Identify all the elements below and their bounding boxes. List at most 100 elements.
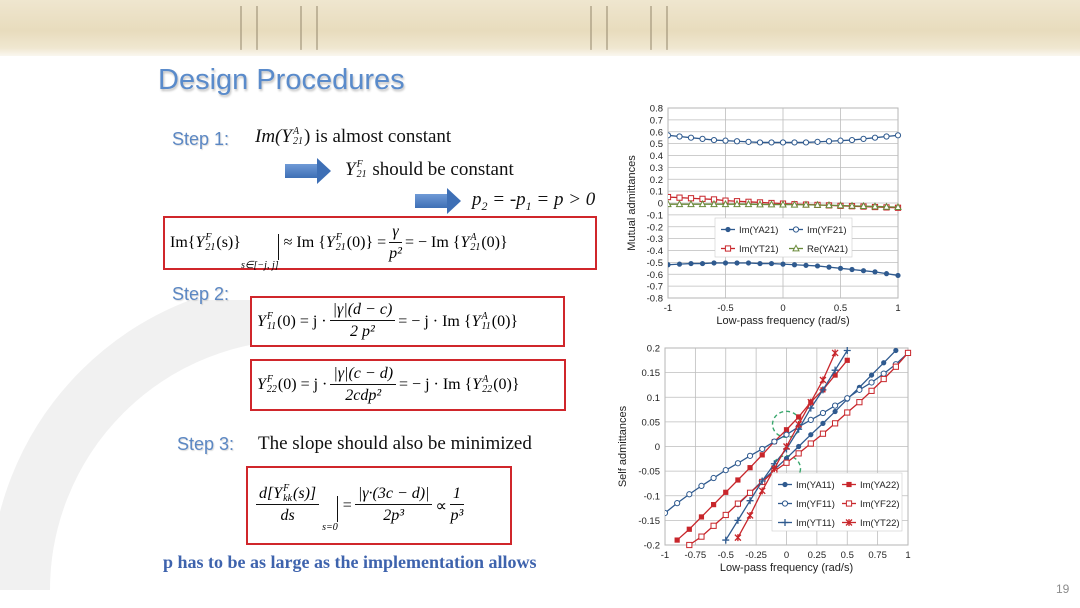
data-point: [783, 443, 790, 450]
numerator: γ: [389, 222, 402, 243]
x-tick-label: -1: [661, 550, 669, 561]
data-point: [746, 489, 754, 496]
fraction-part: p³: [450, 507, 464, 524]
equation-text: = -: [487, 189, 517, 210]
subscript: kk: [283, 493, 293, 504]
legend: Im(YA11) Im(YA22) Im(YF11) Im(YF22) Im(YT11)…: [771, 472, 903, 532]
data-point: [734, 260, 740, 266]
data-point: [771, 438, 778, 445]
data-point: [813, 200, 822, 208]
data-point: [758, 477, 766, 485]
legend-label: Im(YT11): [796, 518, 835, 529]
y-tick-label: -0.2: [647, 222, 663, 233]
data-point: [819, 386, 827, 394]
series-Im(YF21): [668, 132, 902, 146]
data-point: [880, 370, 887, 377]
legend-label: Im(YF21): [807, 225, 847, 236]
denominator: 2cdp²: [345, 385, 381, 407]
equation-text: (0)}: [481, 234, 508, 251]
y-tick-label: 0.1: [650, 187, 663, 198]
data-point: [881, 360, 887, 366]
data-point: [807, 440, 814, 447]
superscript: F: [205, 232, 212, 243]
subscript: 21: [292, 136, 303, 147]
sketch-decoration: [590, 6, 608, 50]
data-point: [807, 416, 814, 424]
data-point: [832, 372, 838, 378]
legend-marker: [782, 481, 788, 488]
data-point: [814, 263, 821, 269]
data-point: [871, 134, 879, 141]
data-point: [698, 514, 705, 520]
subscript: 21: [335, 242, 346, 253]
superscript: F: [266, 374, 274, 385]
data-point: [668, 132, 672, 139]
denominator: p³: [451, 505, 464, 527]
data-point: [734, 534, 742, 542]
data-point: [699, 260, 706, 267]
symbol-base: Y: [257, 376, 266, 393]
indices: A 21: [470, 233, 480, 253]
data-point: [832, 402, 839, 409]
data-point: [819, 409, 827, 417]
legend-marker: [792, 226, 800, 233]
data-point: [807, 398, 815, 406]
background-arc-decoration: [0, 300, 301, 591]
conclusion-text: p has to be as large as the implementati…: [163, 552, 537, 572]
data-point: [722, 467, 729, 474]
y-tick-label: 0.7: [650, 115, 663, 126]
legend-label: Im(YF11): [796, 499, 835, 510]
legend-marker: [845, 500, 853, 507]
data-point: [674, 537, 680, 543]
data-point: [783, 427, 790, 433]
equation-text: (s)}: [216, 234, 241, 251]
data-point: [814, 138, 821, 145]
subscript: 1: [525, 198, 532, 213]
data-point: [790, 200, 799, 208]
y-tick-label: -0.5: [647, 258, 663, 269]
data-point: [807, 404, 815, 412]
symbol-with-indices: Y A 22: [472, 375, 493, 395]
data-point: [676, 133, 683, 140]
fraction: |γ|(c − d) 2cdp²: [330, 364, 397, 407]
data-point: [883, 133, 890, 140]
fraction-part: 2 p²: [350, 323, 375, 340]
data-point: [844, 357, 850, 363]
data-point: [734, 500, 742, 507]
fraction: 1 p³: [449, 484, 464, 527]
data-point: [722, 536, 730, 544]
data-point: [710, 522, 717, 529]
data-point: [757, 260, 763, 267]
equation-text: = − j · Im {: [399, 376, 473, 393]
legend-marker: [724, 245, 732, 252]
symbol-base: Y: [471, 312, 481, 330]
indices: F 21: [357, 160, 367, 180]
data-point: [676, 261, 683, 267]
symbol-base: Y: [472, 376, 482, 393]
data-point: [688, 260, 694, 267]
equation-text: Im(: [255, 126, 282, 147]
subscript: 21: [470, 242, 481, 253]
indices: F 11: [267, 311, 276, 332]
data-point: [883, 271, 890, 277]
symbol-base: Y: [460, 234, 470, 251]
equation-box-1: Im {Y F 21 (s)} s∈[−j, j] ≈ Im {Y F 21 (0)} = γ…: [163, 216, 597, 271]
step2-label: Step 2:: [172, 284, 230, 304]
superscript: A: [482, 374, 489, 385]
step1-label: Step 1:: [172, 129, 230, 149]
y-tick-label: 0.2: [650, 175, 663, 186]
arrow-right-icon: [415, 188, 461, 214]
legend-marker: [781, 500, 789, 507]
data-point: [744, 199, 753, 208]
data-point: [808, 432, 814, 438]
step1-conclusion-2: p2 = -p1 = p > 0: [472, 189, 595, 214]
data-point: [767, 200, 776, 208]
x-tick-label: -0.5: [718, 550, 734, 561]
data-point: [826, 264, 832, 270]
data-point: [698, 199, 707, 208]
evaluation-bar: s∈[−j, j]: [241, 233, 279, 271]
equation-text: =: [342, 496, 352, 514]
y-tick-label: 0.05: [642, 417, 661, 428]
